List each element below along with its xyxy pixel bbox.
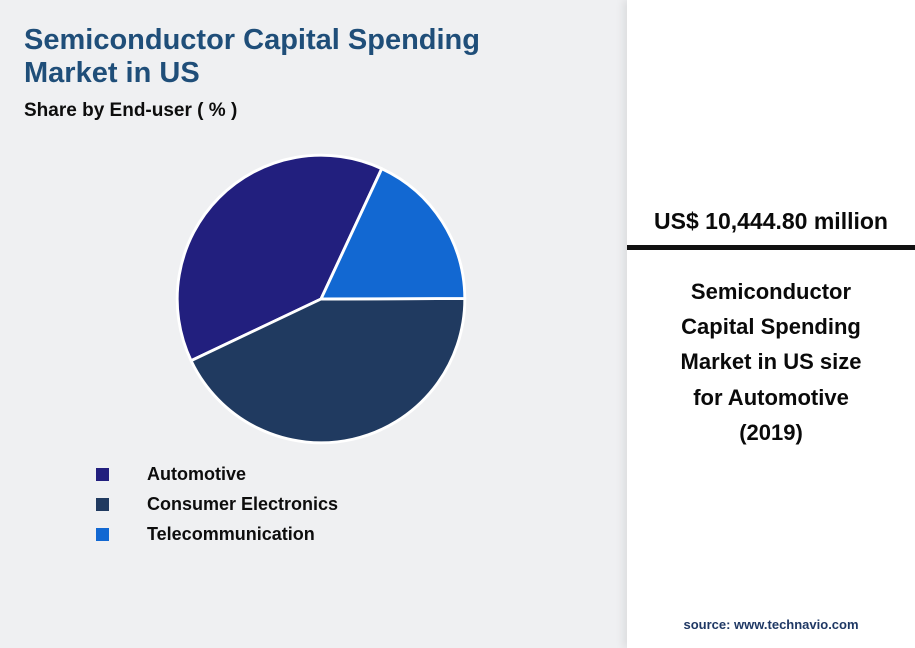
source-attribution: source: www.technavio.com xyxy=(683,617,859,632)
legend-swatch-automotive xyxy=(96,468,109,481)
chart-legend: Automotive Consumer Electronics Telecomm… xyxy=(96,464,338,545)
legend-label: Telecommunication xyxy=(147,524,315,544)
legend-item-consumer-electronics: Consumer Electronics xyxy=(96,494,338,515)
legend-swatch-consumer-electronics xyxy=(96,498,109,511)
legend-label: Consumer Electronics xyxy=(147,494,339,514)
pie-chart xyxy=(175,153,467,445)
legend-item-automotive: Automotive xyxy=(96,464,338,485)
stat-description: Semiconductor Capital Spending Market in… xyxy=(680,279,862,445)
legend-label: Automotive xyxy=(147,464,246,484)
stat-panel: US$ 10,444.80 million Semiconductor Capi… xyxy=(627,0,915,648)
stat-value: US$ 10,444.80 million xyxy=(654,208,888,234)
pie-slice-telecommunication xyxy=(319,167,467,301)
chart-subtitle: Share by End-user ( % ) xyxy=(24,100,238,121)
page-title: Semiconductor Capital Spending Market in… xyxy=(24,24,480,90)
legend-item-telecommunication: Telecommunication xyxy=(96,524,338,545)
pie-slice-consumer-electronics xyxy=(189,297,467,445)
pie-slice-automotive xyxy=(175,153,384,363)
legend-swatch-telecommunication xyxy=(96,528,109,541)
stat-divider xyxy=(627,245,915,250)
